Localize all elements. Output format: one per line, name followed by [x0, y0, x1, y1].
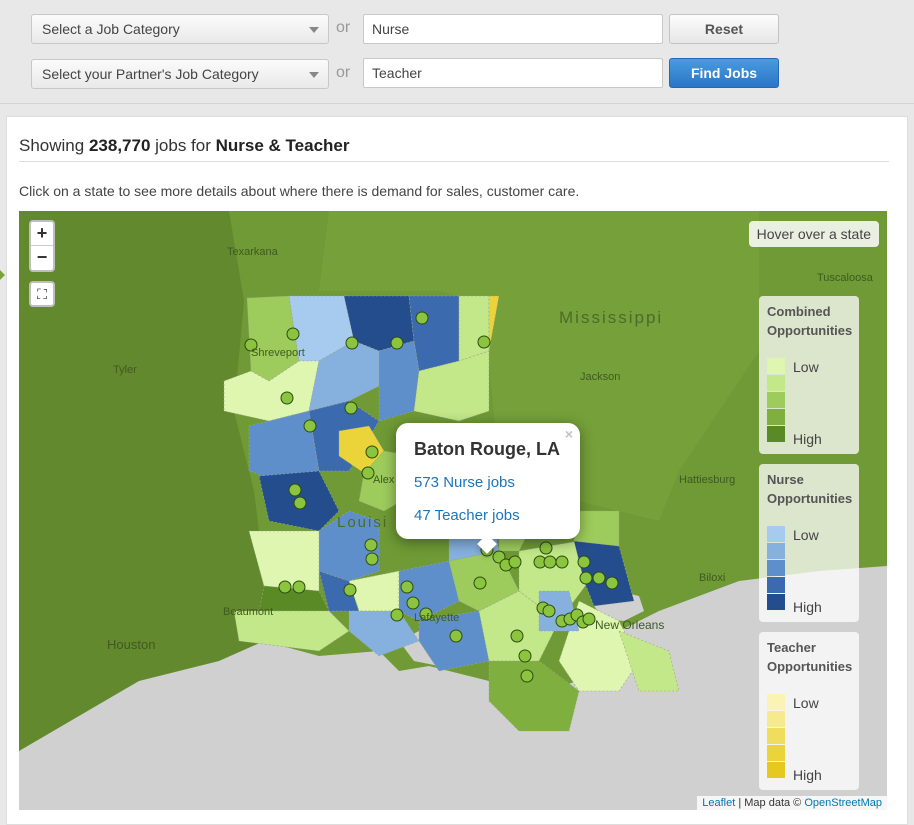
legend-swatch	[767, 762, 785, 778]
job-category-select[interactable]: Select a Job Category	[31, 14, 329, 44]
teacher-jobs-link[interactable]: 47 Teacher jobs	[414, 507, 520, 524]
map-label-biloxi: Biloxi	[699, 572, 725, 584]
map-label-new-orleans: New Orleans	[595, 618, 664, 632]
osm-link[interactable]: OpenStreetMap	[804, 797, 882, 809]
legend-swatch	[767, 745, 785, 761]
chevron-down-icon	[309, 27, 319, 33]
nurse-jobs-link[interactable]: 573 Nurse jobs	[414, 474, 515, 491]
map-label-lafayette: Lafayette	[414, 612, 459, 624]
nurse-legend: Nurse Opportunities Low High	[759, 464, 859, 622]
zoom-control: + −	[29, 220, 55, 272]
fullscreen-icon[interactable]: ⛶	[29, 281, 55, 307]
legend-low: Low	[793, 527, 819, 543]
map-labels: Texarkana Tuscaloosa Mississippi Shrevep…	[107, 246, 874, 652]
legend-swatch	[767, 358, 785, 374]
legend-swatch	[767, 526, 785, 542]
legend-swatch	[767, 594, 785, 610]
map-label-tuscaloosa: Tuscaloosa	[817, 272, 874, 284]
search-filters: Select a Job Category or Nurse Reset Sel…	[0, 0, 914, 104]
map-label-hattiesburg: Hattiesburg	[679, 474, 735, 486]
legend-swatch	[767, 694, 785, 710]
legend-high: High	[793, 767, 822, 783]
legend-swatch	[767, 543, 785, 559]
hover-info: Hover over a state	[748, 221, 879, 247]
map-label-jackson: Jackson	[580, 371, 620, 383]
legend-swatch	[767, 375, 785, 391]
legend-low: Low	[793, 359, 819, 375]
map-label-louisiana: Louisi	[337, 514, 388, 531]
texas-region	[19, 211, 274, 810]
legend-low: Low	[793, 695, 819, 711]
results-query: Nurse & Teacher	[215, 136, 350, 155]
map-label-shreveport: Shreveport	[251, 347, 305, 359]
map-label-alex: Alex	[373, 474, 395, 486]
map-label-texarkana: Texarkana	[227, 246, 279, 258]
map-attribution: Leaflet | Map data © OpenStreetMap	[697, 796, 887, 810]
legend-swatch	[767, 392, 785, 408]
close-icon[interactable]: ×	[564, 426, 573, 442]
find-jobs-button[interactable]: Find Jobs	[669, 58, 779, 88]
leaflet-link[interactable]: Leaflet	[702, 797, 736, 809]
reset-button[interactable]: Reset	[669, 14, 779, 44]
popup-title: Baton Rouge, LA	[414, 439, 560, 459]
legend-swatch	[767, 560, 785, 576]
legend-swatch	[767, 426, 785, 442]
divider	[19, 161, 889, 162]
location-popup: × Baton Rouge, LA 573 Nurse jobs 47 Teac…	[396, 423, 580, 554]
results-heading: Showing 238,770 jobs for Nurse & Teacher	[19, 136, 350, 155]
legend-swatch	[767, 711, 785, 727]
map-label-beaumont: Beaumont	[223, 606, 273, 618]
side-arrow-icon	[0, 270, 5, 280]
map-label-mississippi: Mississippi	[559, 308, 663, 327]
map-label-houston: Houston	[107, 637, 155, 652]
or-label: or	[336, 64, 351, 81]
chevron-down-icon	[309, 72, 319, 78]
zoom-out-button[interactable]: −	[36, 247, 48, 267]
legend-high: High	[793, 599, 822, 615]
results-description: Click on a state to see more details abo…	[19, 183, 580, 199]
zoom-in-button[interactable]: +	[31, 222, 53, 246]
map-markers[interactable]	[244, 311, 619, 683]
mississippi-region	[319, 211, 759, 521]
results-count: 238,770	[88, 136, 151, 155]
legend-swatch	[767, 577, 785, 593]
teacher-legend: Teacher Opportunities Low High	[759, 632, 859, 790]
combined-legend: Combined Opportunities Low High	[759, 296, 859, 454]
or-label: or	[336, 19, 351, 36]
legend-high: High	[793, 431, 822, 447]
job-title-input[interactable]: Nurse	[363, 14, 663, 44]
legend-swatch	[767, 409, 785, 425]
map-label-tyler: Tyler	[113, 364, 137, 376]
gulf-of-mexico	[19, 566, 887, 810]
partner-job-category-select[interactable]: Select your Partner's Job Category	[31, 59, 329, 89]
legend-swatch	[767, 728, 785, 744]
partner-job-title-input[interactable]: Teacher	[363, 58, 663, 88]
